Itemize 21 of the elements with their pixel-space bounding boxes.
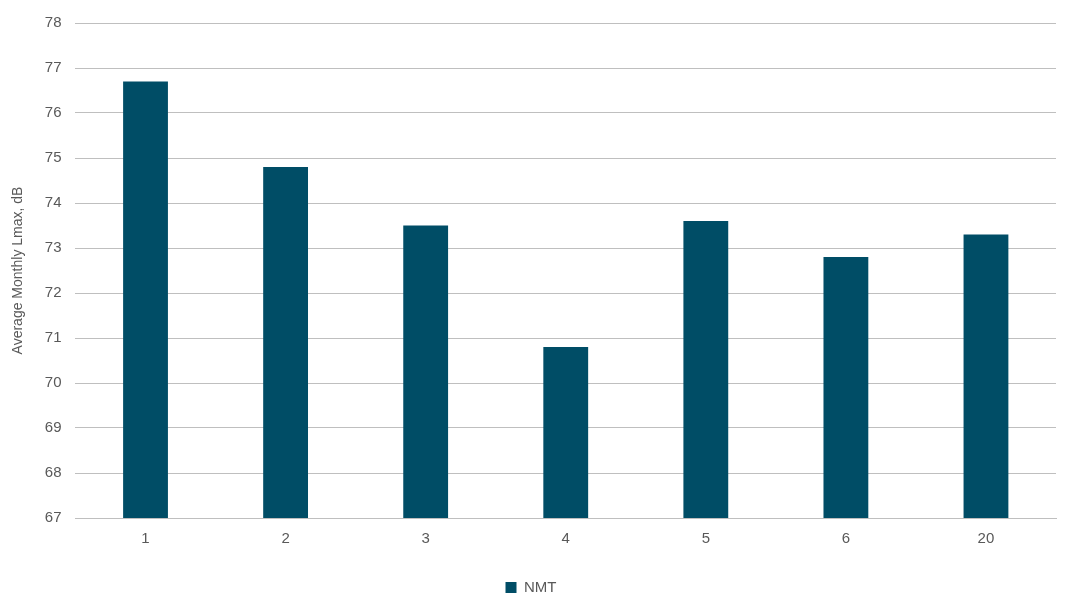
x-tick-label: 1 [141,529,150,547]
y-tick-label: 71 [44,328,62,346]
y-axis-title: Average Monthly Lmax, dB [9,186,26,355]
y-tick-label: 70 [44,373,62,391]
y-tick-label: 75 [44,148,62,166]
legend-label: NMT [524,577,557,595]
x-tick-label: 20 [977,529,995,547]
y-tick-label: 67 [44,508,62,526]
x-tick-label: 2 [281,529,290,547]
y-tick-label: 74 [44,193,62,211]
y-tick-label: 69 [44,418,62,436]
y-tick-label: 68 [44,463,62,481]
y-tick-label: 73 [44,238,62,256]
x-tick-label: 6 [841,529,851,547]
x-tick-label: 5 [701,529,710,547]
y-tick-label: 76 [44,103,62,121]
y-tick-label: 78 [44,13,62,31]
x-tick-label: 3 [421,529,430,547]
y-tick-label: 72 [44,283,62,301]
x-tick-label: 4 [561,529,570,547]
y-tick-label: 77 [44,58,62,76]
